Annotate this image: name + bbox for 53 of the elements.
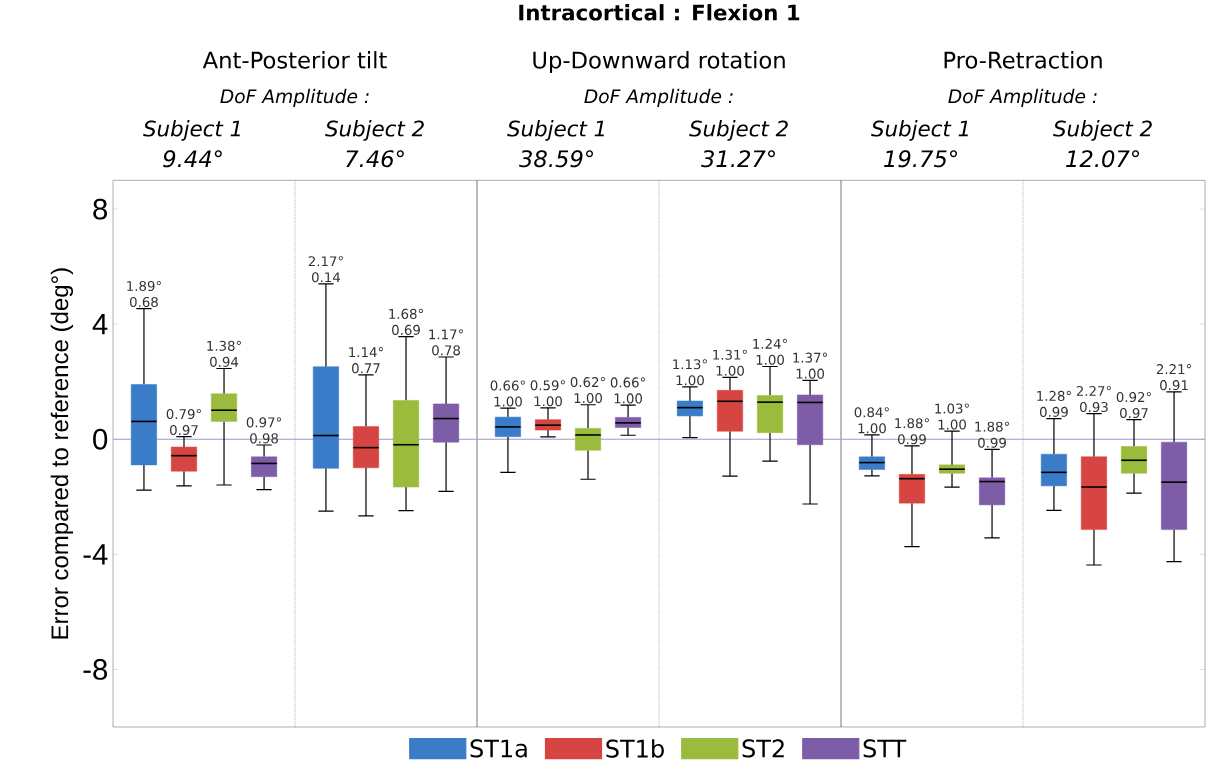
text: 0.62° 1.00 bbox=[570, 377, 605, 404]
legend-label: ST1b bbox=[606, 739, 664, 758]
chart-title: Intracortical : Flexion 1 bbox=[519, 4, 800, 21]
text: Subject 1 bbox=[507, 120, 604, 141]
text: 19.75° bbox=[884, 150, 958, 168]
text: 1.03° 1.00 bbox=[935, 403, 969, 430]
text: 1.89° 0.68 bbox=[127, 280, 161, 308]
y-tick-label: -4 bbox=[83, 544, 108, 565]
text: 9.44° bbox=[163, 150, 222, 168]
text: 0.92° 0.97 bbox=[1116, 392, 1151, 419]
text: Subject 1 bbox=[871, 120, 968, 141]
text: Subject 2 bbox=[1053, 120, 1152, 141]
text: 0.84° 1.00 bbox=[854, 407, 889, 434]
legend-label: ST1a bbox=[470, 739, 527, 758]
y-tick-label: 4 bbox=[92, 314, 108, 335]
text: 1.68° 0.69 bbox=[389, 308, 423, 335]
text: 1.17° 0.78 bbox=[429, 329, 463, 356]
text: Subject 2 bbox=[689, 120, 788, 141]
legend-label: STT bbox=[863, 739, 907, 758]
text: 0.79° 0.97 bbox=[166, 408, 201, 436]
text: Pro-Retraction bbox=[944, 51, 1102, 69]
text: Subject 2 bbox=[325, 120, 424, 141]
text: DoF Amplitude : bbox=[220, 88, 369, 107]
text: 38.59° bbox=[519, 150, 594, 168]
text: 1.38° 0.94 bbox=[207, 340, 241, 367]
text: 12.07° bbox=[1066, 150, 1140, 168]
text: DoF Amplitude : bbox=[584, 88, 733, 107]
text: Ant-Posterior tilt bbox=[202, 51, 387, 69]
text: 1.24° 1.00 bbox=[753, 338, 787, 365]
text: 31.27° bbox=[701, 150, 776, 168]
text: 1.37° 1.00 bbox=[793, 352, 827, 379]
legend-label: ST2 bbox=[742, 739, 784, 758]
y-tick-label: -8 bbox=[83, 659, 108, 680]
text: Subject 1 bbox=[143, 120, 240, 141]
text: 2.21° 0.91 bbox=[1156, 364, 1191, 391]
text: 1.14° 0.77 bbox=[349, 347, 383, 374]
text: 1.88° 0.99 bbox=[975, 421, 1009, 448]
text: DoF Amplitude : bbox=[948, 88, 1097, 107]
text: 2.27° 0.93 bbox=[1076, 385, 1111, 413]
text: 0.97° 0.98 bbox=[246, 417, 281, 444]
text: 2.17° 0.14 bbox=[308, 256, 343, 283]
y-tick-label: 0 bbox=[93, 428, 108, 450]
text: 0.59° 1.00 bbox=[530, 380, 565, 407]
text: 1.88° 0.99 bbox=[895, 418, 929, 445]
text: 7.46° bbox=[346, 150, 404, 168]
text: 1.31° 1.00 bbox=[713, 349, 747, 376]
text: 0.66° 1.00 bbox=[610, 377, 645, 404]
text: Up-Downward rotation bbox=[533, 51, 785, 74]
text: 1.13° 1.00 bbox=[673, 359, 707, 386]
y-axis-title: Error compared to reference (deg°) bbox=[50, 268, 74, 639]
text: 1.28° 0.99 bbox=[1037, 390, 1071, 417]
text: 0.66° 1.00 bbox=[490, 380, 525, 407]
y-tick-label: 8 bbox=[93, 198, 108, 220]
